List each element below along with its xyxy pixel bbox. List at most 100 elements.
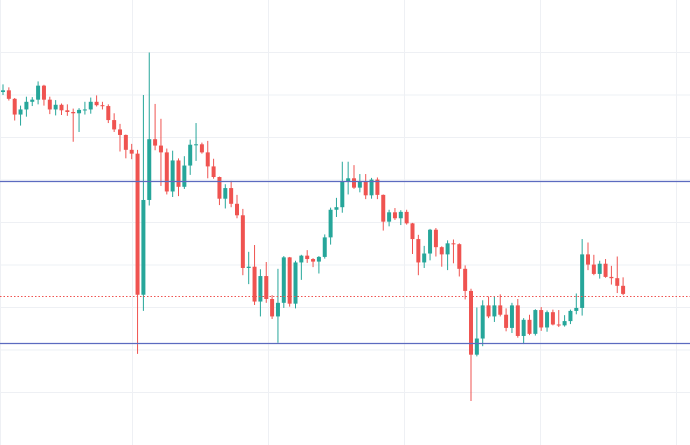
candle [47, 96, 52, 115]
candle-body [94, 101, 99, 106]
candle [147, 52, 152, 206]
candle [568, 309, 573, 325]
candle-body [71, 112, 76, 114]
candle [346, 161, 351, 195]
candle-body [59, 104, 64, 111]
candle-body [217, 177, 222, 199]
candle-body [293, 262, 298, 304]
candle [252, 245, 257, 305]
candle-body [65, 110, 70, 112]
candle-body [621, 285, 626, 294]
candle [82, 101, 87, 115]
candle-body [141, 199, 146, 295]
candle [352, 165, 356, 189]
candle [527, 314, 532, 336]
candle [550, 309, 555, 326]
candle-body [363, 181, 368, 196]
candle-body [264, 276, 269, 299]
candle-body [521, 319, 526, 336]
candle [235, 194, 239, 219]
candle-body [404, 211, 409, 224]
candle-body [463, 268, 468, 291]
candle-body [287, 257, 292, 304]
candle [229, 180, 234, 208]
candle-body [492, 305, 497, 317]
candle-body [591, 264, 596, 274]
candle-body [229, 188, 234, 204]
candle [469, 288, 473, 401]
candle [246, 251, 251, 285]
candle-body [258, 276, 263, 302]
candle-body [100, 105, 105, 107]
candle [176, 158, 181, 197]
candle [556, 310, 561, 328]
candle [1, 84, 5, 95]
candle [158, 118, 163, 186]
candle-body [118, 129, 122, 135]
candle-body [568, 310, 573, 322]
candle-body [24, 101, 29, 110]
candle-body [586, 254, 590, 265]
candle-body [387, 212, 392, 222]
candle [334, 197, 339, 217]
candle [439, 246, 444, 267]
candle-body [129, 149, 134, 154]
candle [258, 269, 263, 317]
candle [328, 207, 333, 245]
candle [392, 208, 397, 220]
candle-body [334, 207, 339, 210]
candle-body [550, 312, 555, 325]
candle-body [164, 152, 169, 192]
candle [591, 254, 596, 276]
candle [129, 143, 134, 160]
candle [480, 300, 485, 347]
candle-body [281, 257, 286, 303]
candle [539, 307, 544, 331]
candle-body [205, 152, 210, 167]
candle-body [457, 244, 462, 269]
candle-body [275, 302, 280, 317]
candle-body [433, 229, 438, 248]
candle-body [188, 144, 193, 166]
candle [603, 259, 608, 278]
candle-body [240, 215, 245, 268]
candle-body [562, 321, 567, 326]
candle-body [77, 109, 82, 114]
candle [71, 108, 76, 142]
candle [533, 309, 538, 336]
candle-body [53, 104, 58, 110]
candle-body [416, 239, 421, 263]
candle-body [270, 299, 275, 317]
candle [357, 174, 362, 193]
candle-body [340, 181, 345, 208]
candle [77, 108, 82, 132]
candle [609, 265, 614, 285]
candle [445, 240, 450, 271]
candle-body [158, 145, 163, 153]
candle-body [398, 211, 403, 219]
candle-body [603, 263, 608, 277]
candle [24, 96, 29, 117]
candle-body [6, 90, 11, 99]
candle [363, 174, 368, 200]
candle [574, 293, 579, 315]
candle-body [392, 212, 397, 219]
candle-body [18, 109, 23, 115]
candle [182, 156, 187, 189]
candle-body [509, 305, 514, 328]
candle-body [328, 209, 333, 238]
candle [422, 245, 427, 268]
candle-body [422, 253, 427, 263]
candle [305, 250, 310, 263]
candle-body [106, 106, 111, 121]
candle-body [47, 99, 52, 110]
candle [498, 294, 503, 317]
candle [562, 315, 567, 327]
candle-body [299, 255, 304, 263]
candle-body [123, 134, 128, 150]
candle [194, 123, 199, 161]
candle [275, 268, 280, 343]
candle-body [176, 160, 181, 187]
candle [545, 310, 550, 332]
